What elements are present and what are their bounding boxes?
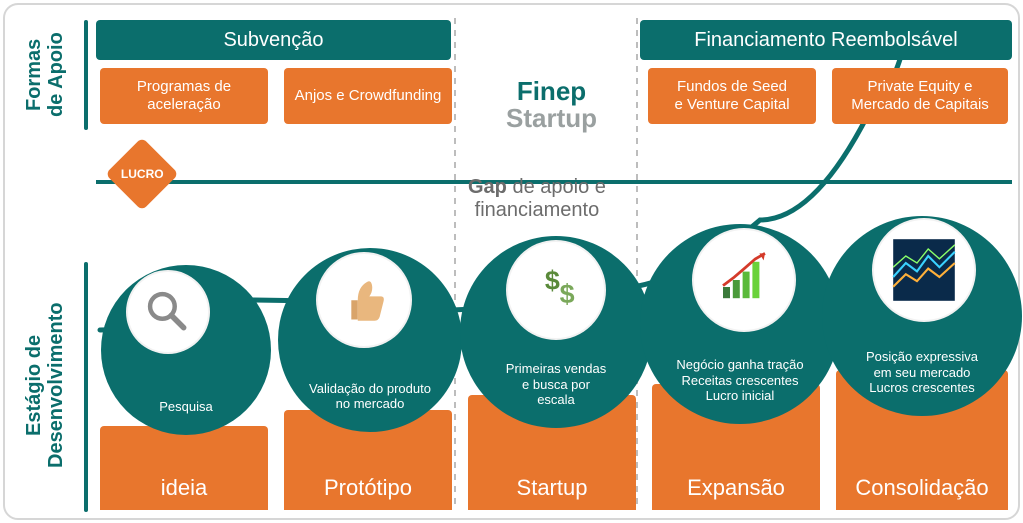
brand-line2: Startup — [506, 105, 597, 132]
stage-label-expansao: Expansão — [652, 475, 820, 501]
section-label-support: Formasde Apoio — [0, 20, 90, 130]
stage-desc-prototipo: Validação do produtono mercado — [293, 381, 447, 412]
stage-icon-consolidacao — [872, 218, 976, 322]
magnifier-icon — [140, 284, 196, 340]
support-box-1: Anjos e Crowdfunding — [284, 68, 452, 124]
section-label-stages: Estágio deDesenvolvimento — [0, 260, 90, 510]
stage-desc-expansao: Negócio ganha traçãoReceitas crescentesL… — [660, 357, 819, 404]
thumb-icon — [332, 268, 396, 332]
support-box-2: Fundos de Seede Venture Capital — [648, 68, 816, 124]
support-bar-subvencao: Subvenção — [96, 20, 451, 60]
support-box-0: Programas de aceleração — [100, 68, 268, 124]
stage-label-startup: Startup — [468, 475, 636, 501]
growth-icon — [709, 245, 779, 315]
stage-desc-ideia: Pesquisa — [143, 399, 228, 415]
money-icon: $$ — [522, 256, 589, 323]
stage-icon-startup: $$ — [506, 240, 606, 340]
stage-label-consolidacao: Consolidação — [836, 475, 1008, 501]
side-accent — [84, 20, 88, 130]
gap-caption: Gap de apoio efinanciamento — [468, 176, 606, 222]
stage-icon-expansao — [692, 228, 796, 332]
stage-icon-prototipo — [316, 252, 412, 348]
svg-text:$: $ — [560, 279, 575, 309]
stage-desc-startup: Primeiras vendase busca porescala — [490, 361, 622, 408]
brand-finep-startup: Finep Startup — [506, 78, 597, 133]
market-icon — [889, 235, 959, 305]
stage-icon-ideia — [126, 270, 210, 354]
support-bar-reembolsavel: Financiamento Reembolsável — [640, 20, 1012, 60]
brand-line1: Finep — [506, 78, 597, 105]
stage-desc-consolidacao: Posição expressivaem seu mercadoLucros c… — [850, 349, 994, 396]
svg-text:$: $ — [545, 266, 560, 296]
support-box-3: Private Equity eMercado de Capitais — [832, 68, 1008, 124]
stage-label-prototipo: Protótipo — [284, 475, 452, 501]
side-accent — [84, 262, 88, 512]
stage-label-ideia: ideia — [100, 475, 268, 501]
